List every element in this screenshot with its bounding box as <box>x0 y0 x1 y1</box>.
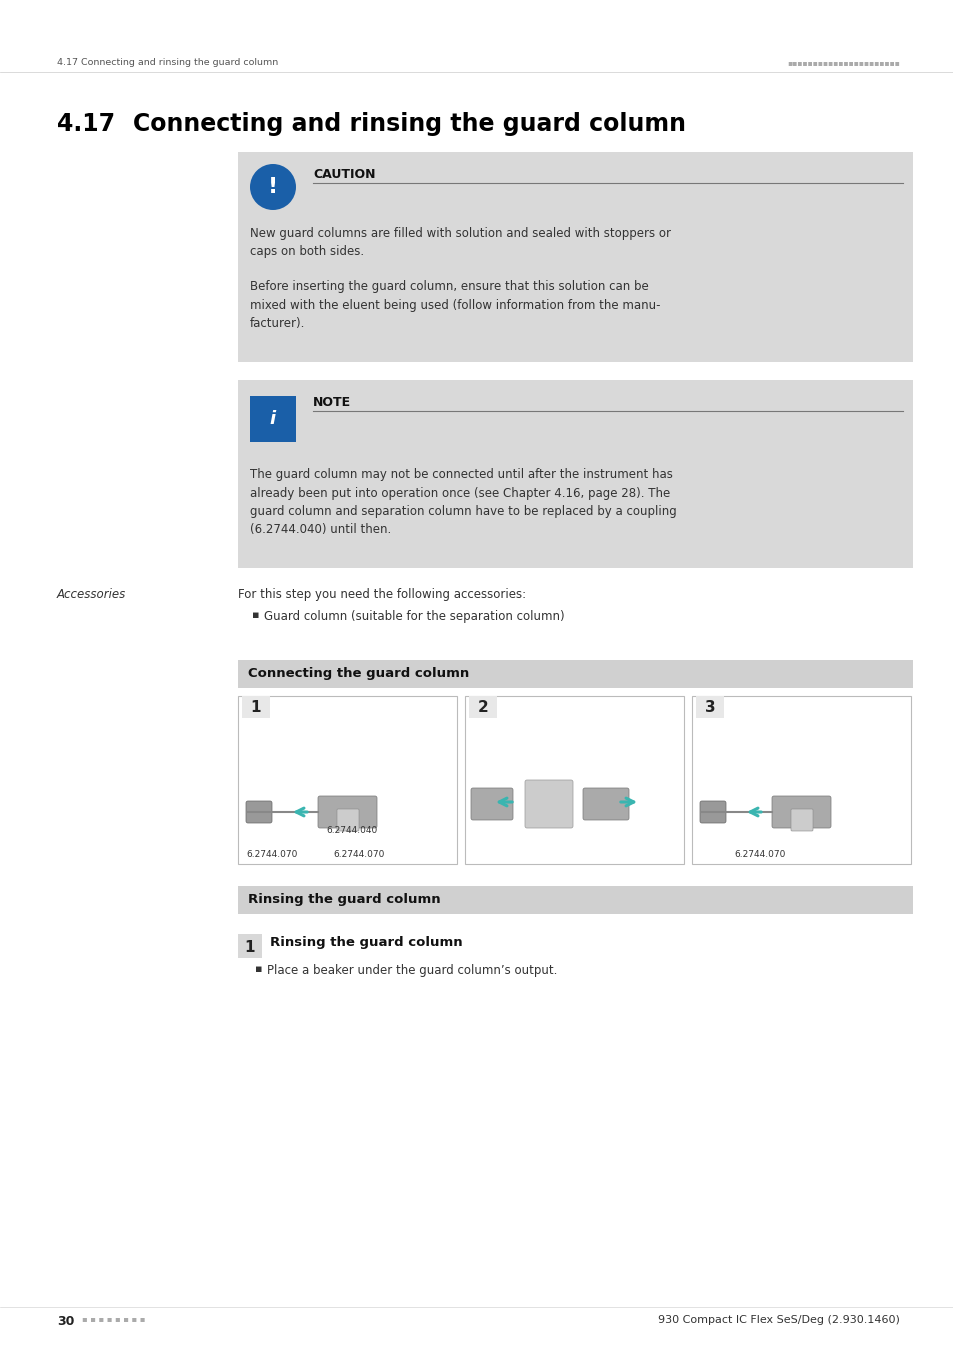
Text: !: ! <box>268 177 277 197</box>
FancyBboxPatch shape <box>336 809 358 832</box>
Bar <box>696 697 723 718</box>
FancyBboxPatch shape <box>471 788 513 819</box>
Bar <box>242 697 270 718</box>
Text: i: i <box>270 410 275 428</box>
Text: Place a beaker under the guard column’s output.: Place a beaker under the guard column’s … <box>267 964 557 977</box>
Bar <box>237 934 262 958</box>
Text: ▪▪▪▪▪▪▪▪▪▪▪▪▪▪▪▪▪▪▪▪▪▪: ▪▪▪▪▪▪▪▪▪▪▪▪▪▪▪▪▪▪▪▪▪▪ <box>786 58 899 68</box>
Text: 1: 1 <box>245 940 255 954</box>
FancyBboxPatch shape <box>524 780 573 828</box>
Text: Connecting and rinsing the guard column: Connecting and rinsing the guard column <box>132 112 685 136</box>
Text: ▪ ▪ ▪ ▪ ▪ ▪ ▪ ▪: ▪ ▪ ▪ ▪ ▪ ▪ ▪ ▪ <box>82 1315 145 1324</box>
Text: Guard column (suitable for the separation column): Guard column (suitable for the separatio… <box>264 610 564 622</box>
Text: New guard columns are filled with solution and sealed with stoppers or
caps on b: New guard columns are filled with soluti… <box>250 227 670 258</box>
Text: Accessories: Accessories <box>57 589 126 601</box>
Bar <box>469 697 497 718</box>
FancyBboxPatch shape <box>317 796 376 828</box>
Text: NOTE: NOTE <box>313 396 351 409</box>
FancyBboxPatch shape <box>700 801 725 824</box>
Text: Before inserting the guard column, ensure that this solution can be
mixed with t: Before inserting the guard column, ensur… <box>250 279 659 329</box>
Text: For this step you need the following accessories:: For this step you need the following acc… <box>237 589 525 601</box>
Text: ▪: ▪ <box>252 610 259 620</box>
Bar <box>237 697 456 864</box>
Text: 930 Compact IC Flex SeS/Deg (2.930.1460): 930 Compact IC Flex SeS/Deg (2.930.1460) <box>658 1315 899 1324</box>
Text: The guard column may not be connected until after the instrument has
already bee: The guard column may not be connected un… <box>250 468 676 536</box>
Text: 4.17: 4.17 <box>57 112 115 136</box>
Text: 6.2744.070: 6.2744.070 <box>333 850 384 859</box>
Text: 6.2744.070: 6.2744.070 <box>733 850 784 859</box>
Text: Rinsing the guard column: Rinsing the guard column <box>248 892 440 906</box>
Text: CAUTION: CAUTION <box>313 167 375 181</box>
Bar <box>691 697 910 864</box>
Bar <box>464 697 683 864</box>
Text: ▪: ▪ <box>254 964 262 973</box>
Bar <box>237 153 912 362</box>
Text: 3: 3 <box>704 699 715 714</box>
FancyBboxPatch shape <box>771 796 830 828</box>
Text: Connecting the guard column: Connecting the guard column <box>248 667 469 680</box>
Circle shape <box>250 163 295 211</box>
FancyBboxPatch shape <box>246 801 272 824</box>
FancyBboxPatch shape <box>582 788 628 819</box>
Text: 6.2744.070: 6.2744.070 <box>246 850 297 859</box>
Text: 2: 2 <box>477 699 488 714</box>
Bar <box>237 886 912 914</box>
Bar <box>237 660 912 688</box>
FancyBboxPatch shape <box>790 809 812 832</box>
Text: 4.17 Connecting and rinsing the guard column: 4.17 Connecting and rinsing the guard co… <box>57 58 278 68</box>
Bar <box>237 379 912 568</box>
Text: Rinsing the guard column: Rinsing the guard column <box>270 936 462 949</box>
Text: 1: 1 <box>251 699 261 714</box>
Text: 30: 30 <box>57 1315 74 1328</box>
Text: 6.2744.040: 6.2744.040 <box>326 826 376 836</box>
Bar <box>250 396 295 441</box>
